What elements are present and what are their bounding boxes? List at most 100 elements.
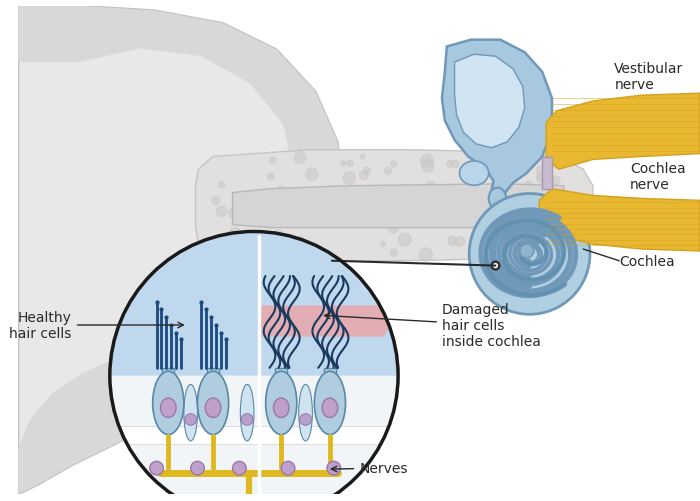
Circle shape bbox=[551, 176, 560, 186]
Polygon shape bbox=[442, 41, 552, 212]
Circle shape bbox=[536, 166, 545, 175]
Circle shape bbox=[300, 414, 312, 425]
Bar bbox=[324, 368, 336, 388]
Circle shape bbox=[237, 234, 244, 242]
Circle shape bbox=[241, 414, 253, 425]
Circle shape bbox=[185, 414, 197, 425]
Circle shape bbox=[298, 236, 303, 241]
Circle shape bbox=[150, 461, 163, 475]
Circle shape bbox=[537, 175, 545, 183]
Circle shape bbox=[447, 161, 454, 168]
Bar bbox=[162, 368, 174, 388]
Circle shape bbox=[501, 197, 511, 206]
Circle shape bbox=[520, 244, 533, 259]
Ellipse shape bbox=[299, 385, 312, 441]
Circle shape bbox=[384, 168, 392, 175]
Circle shape bbox=[455, 237, 465, 247]
Polygon shape bbox=[110, 232, 398, 376]
Circle shape bbox=[400, 185, 412, 196]
Ellipse shape bbox=[153, 372, 184, 435]
Circle shape bbox=[419, 248, 433, 262]
Circle shape bbox=[341, 161, 346, 166]
Circle shape bbox=[499, 253, 503, 257]
Circle shape bbox=[508, 164, 515, 172]
Circle shape bbox=[278, 186, 284, 192]
Circle shape bbox=[306, 168, 318, 181]
Circle shape bbox=[294, 152, 306, 164]
Circle shape bbox=[318, 200, 330, 211]
Circle shape bbox=[229, 228, 241, 241]
Circle shape bbox=[470, 242, 475, 248]
Text: Vestibular
nerve: Vestibular nerve bbox=[615, 62, 683, 92]
Circle shape bbox=[480, 222, 488, 231]
Circle shape bbox=[555, 226, 559, 230]
Circle shape bbox=[390, 249, 398, 257]
Circle shape bbox=[420, 155, 434, 168]
Text: Cochlea: Cochlea bbox=[620, 254, 675, 268]
Ellipse shape bbox=[265, 372, 297, 435]
Circle shape bbox=[321, 216, 328, 222]
Circle shape bbox=[442, 213, 453, 225]
Circle shape bbox=[421, 160, 434, 173]
Text: Damaged
hair cells
inside cochlea: Damaged hair cells inside cochlea bbox=[325, 302, 541, 349]
Text: Healthy
hair cells: Healthy hair cells bbox=[10, 310, 183, 340]
Circle shape bbox=[377, 201, 382, 206]
Circle shape bbox=[560, 253, 568, 261]
Circle shape bbox=[232, 461, 246, 475]
Circle shape bbox=[469, 194, 590, 315]
Circle shape bbox=[503, 218, 514, 229]
Ellipse shape bbox=[160, 398, 176, 418]
Circle shape bbox=[519, 214, 531, 227]
Bar bbox=[207, 368, 219, 388]
Polygon shape bbox=[18, 7, 344, 494]
Ellipse shape bbox=[314, 372, 346, 435]
Circle shape bbox=[496, 207, 504, 216]
Ellipse shape bbox=[240, 385, 254, 441]
Circle shape bbox=[554, 249, 567, 262]
Circle shape bbox=[343, 172, 356, 185]
Text: Cochlea
nerve: Cochlea nerve bbox=[630, 161, 685, 192]
Bar bbox=[110, 426, 398, 444]
Circle shape bbox=[463, 206, 474, 217]
Circle shape bbox=[267, 173, 274, 181]
Bar bbox=[275, 368, 287, 388]
Circle shape bbox=[281, 461, 295, 475]
Circle shape bbox=[254, 250, 258, 254]
Circle shape bbox=[467, 223, 473, 228]
Circle shape bbox=[357, 198, 368, 209]
Circle shape bbox=[228, 208, 238, 218]
Circle shape bbox=[360, 155, 365, 160]
Circle shape bbox=[498, 229, 503, 234]
Circle shape bbox=[291, 214, 297, 220]
Circle shape bbox=[347, 161, 354, 167]
Circle shape bbox=[398, 233, 412, 247]
Circle shape bbox=[452, 161, 459, 168]
Polygon shape bbox=[232, 184, 564, 228]
Circle shape bbox=[509, 253, 514, 258]
Circle shape bbox=[469, 255, 478, 264]
Circle shape bbox=[283, 204, 290, 212]
Circle shape bbox=[544, 155, 554, 165]
Circle shape bbox=[488, 244, 498, 255]
Ellipse shape bbox=[274, 398, 289, 418]
Circle shape bbox=[363, 168, 370, 175]
Ellipse shape bbox=[237, 195, 276, 216]
Circle shape bbox=[491, 262, 499, 270]
Circle shape bbox=[387, 222, 399, 233]
Circle shape bbox=[218, 182, 225, 189]
Circle shape bbox=[466, 194, 479, 206]
Circle shape bbox=[470, 237, 481, 248]
Circle shape bbox=[274, 230, 282, 238]
Circle shape bbox=[395, 219, 401, 226]
Ellipse shape bbox=[184, 385, 197, 441]
Circle shape bbox=[327, 461, 341, 475]
Circle shape bbox=[293, 223, 299, 228]
Circle shape bbox=[110, 232, 398, 501]
Circle shape bbox=[541, 199, 553, 210]
Circle shape bbox=[448, 236, 457, 246]
Circle shape bbox=[216, 206, 227, 217]
Circle shape bbox=[269, 158, 276, 164]
Circle shape bbox=[293, 201, 300, 207]
Circle shape bbox=[446, 191, 454, 200]
Circle shape bbox=[381, 242, 386, 247]
